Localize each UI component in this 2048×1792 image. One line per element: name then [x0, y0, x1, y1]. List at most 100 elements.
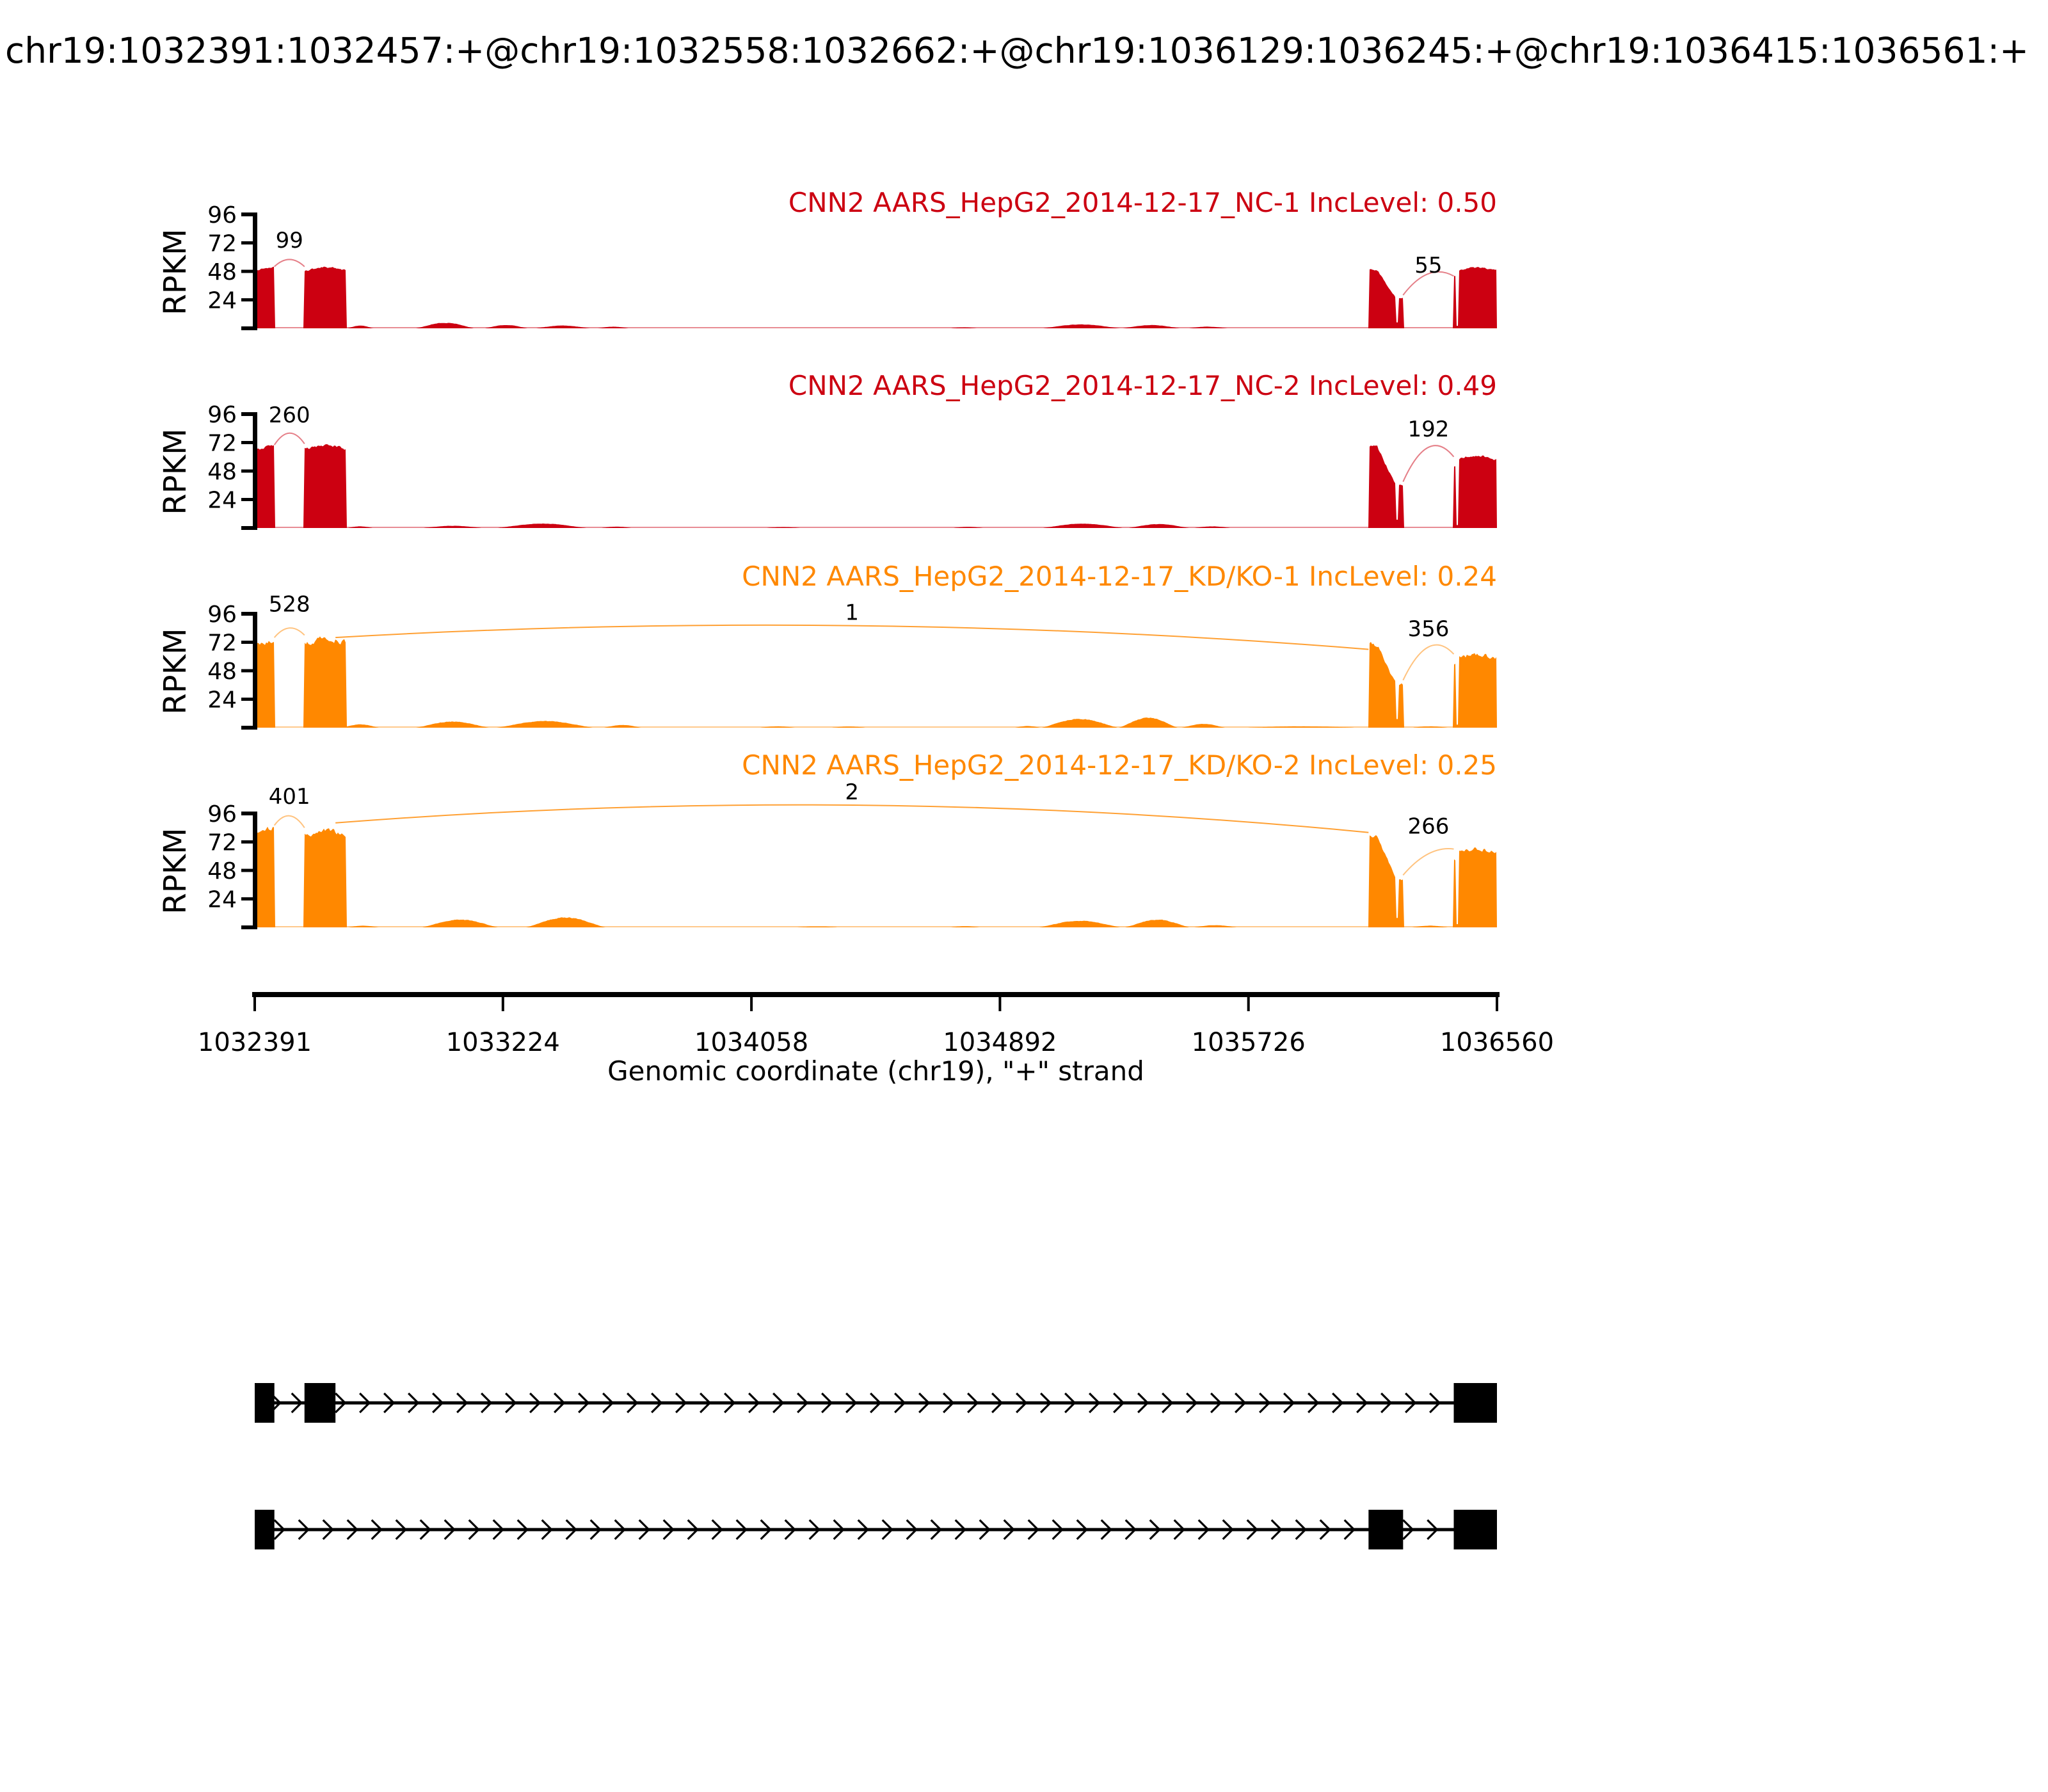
transcript-model [255, 1383, 1497, 1423]
junction-arc [273, 815, 305, 828]
intron-direction-arrow [1270, 1519, 1283, 1540]
y-tick-label: 96 [207, 402, 237, 428]
intron-direction-arrow [1308, 1392, 1320, 1414]
y-axis-top-cap [241, 812, 253, 816]
x-tick [750, 997, 753, 1011]
intron-direction-arrow [359, 1392, 371, 1414]
intron-direction-arrow [991, 1392, 1004, 1414]
y-axis-title: RPKM [157, 428, 193, 515]
intron-direction-arrow [1319, 1519, 1331, 1540]
exon-box [255, 1383, 275, 1423]
y-tick [241, 298, 253, 302]
y-axis-title: RPKM [157, 628, 193, 714]
y-axis-line [253, 812, 257, 929]
intron-direction-arrow [346, 1519, 358, 1540]
x-tick [1247, 997, 1250, 1011]
intron-direction-arrow [1380, 1392, 1393, 1414]
intron-direction-arrow [1356, 1392, 1368, 1414]
intron-direction-arrow [565, 1519, 577, 1540]
x-tick-label: 1032391 [198, 1028, 312, 1057]
y-axis-bottom-cap [241, 526, 253, 530]
x-axis: 1032391 1033224 1034058 1034892 1035726 10365… [198, 992, 1554, 1087]
junction-count-label: 1 [845, 600, 859, 625]
y-tick-label: 96 [207, 602, 237, 628]
y-axis-bottom-cap [241, 726, 253, 730]
track-title: CNN2 AARS_HepG2_2014-12-17_NC-2 IncLevel… [788, 370, 1497, 401]
intron-direction-arrow [1402, 1519, 1414, 1540]
intron-line [255, 1528, 1497, 1532]
y-tick [241, 840, 253, 844]
y-tick [241, 669, 253, 673]
intron-direction-arrow [784, 1519, 796, 1540]
intron-direction-arrow [554, 1392, 566, 1414]
intron-direction-arrow [857, 1519, 869, 1540]
intron-direction-arrow [1332, 1392, 1344, 1414]
track-title: CNN2 AARS_HepG2_2014-12-17_KD/KO-2 IncLe… [742, 749, 1497, 781]
y-axis-title: RPKM [157, 228, 193, 315]
intron-direction-arrow [675, 1392, 687, 1414]
intron-direction-arrow [1052, 1519, 1064, 1540]
intron-direction-arrow [870, 1392, 882, 1414]
intron-direction-arrow [273, 1519, 285, 1540]
coverage-area [255, 826, 1497, 927]
intron-direction-arrow [432, 1392, 444, 1414]
intron-direction-arrow [602, 1392, 614, 1414]
junction-count-label: 2 [845, 780, 859, 805]
intron-direction-arrow [1246, 1519, 1258, 1540]
y-tick-label: 24 [207, 887, 237, 913]
intron-direction-arrow [1283, 1392, 1295, 1414]
transcript-model [255, 1510, 1497, 1549]
y-tick [241, 441, 253, 445]
track-title: CNN2 AARS_HepG2_2014-12-17_NC-1 IncLevel… [788, 187, 1497, 218]
coverage-baseline [255, 726, 1497, 728]
y-tick-label: 24 [207, 488, 237, 514]
intron-direction-arrow [1343, 1519, 1356, 1540]
junction-count-label: 356 [1407, 616, 1449, 642]
intron-direction-arrow [371, 1519, 383, 1540]
intron-direction-arrow [589, 1519, 602, 1540]
coverage-area [255, 444, 1497, 528]
x-tick-label: 1035726 [1192, 1028, 1306, 1057]
intron-direction-arrow [881, 1519, 893, 1540]
y-axis-line [253, 412, 257, 530]
intron-direction-arrow [1100, 1519, 1112, 1540]
junction-arc [1402, 271, 1454, 296]
intron-direction-arrow [845, 1392, 858, 1414]
y-tick [241, 641, 253, 644]
intron-direction-arrow [1016, 1392, 1028, 1414]
intron-direction-arrow [1124, 1519, 1137, 1540]
junction-count-label: 55 [1414, 253, 1442, 278]
intron-direction-arrow [322, 1519, 334, 1540]
intron-direction-arrow [1076, 1519, 1088, 1540]
exon-box [255, 1510, 275, 1549]
intron-direction-arrow [1162, 1392, 1174, 1414]
junction-arc [273, 627, 305, 638]
intron-direction-arrow [735, 1519, 748, 1540]
intron-direction-arrow [529, 1392, 541, 1414]
intron-direction-arrow [906, 1519, 918, 1540]
intron-direction-arrow [419, 1519, 431, 1540]
exon-box [304, 1383, 336, 1423]
intron-direction-arrow [979, 1519, 991, 1540]
y-tick [241, 469, 253, 473]
transcript-models-container [255, 1383, 1497, 1549]
intron-direction-arrow [408, 1392, 420, 1414]
y-tick [241, 868, 253, 872]
y-axis-top-cap [241, 612, 253, 616]
intron-direction-arrow [541, 1519, 553, 1540]
intron-direction-arrow [821, 1392, 833, 1414]
intron-direction-arrow [1295, 1519, 1307, 1540]
intron-direction-arrow [748, 1392, 760, 1414]
intron-direction-arrow [1137, 1392, 1149, 1414]
intron-direction-arrow [724, 1392, 736, 1414]
exon-box [1453, 1510, 1497, 1549]
junction-count-label: 99 [276, 228, 303, 253]
intron-direction-arrow [700, 1392, 712, 1414]
y-tick-label: 72 [207, 231, 237, 257]
x-tick-label: 1033224 [446, 1028, 560, 1057]
x-tick [253, 997, 256, 1011]
junction-arc [1402, 848, 1454, 876]
y-tick-label: 48 [207, 659, 237, 685]
y-axis-title: RPKM [157, 828, 193, 914]
